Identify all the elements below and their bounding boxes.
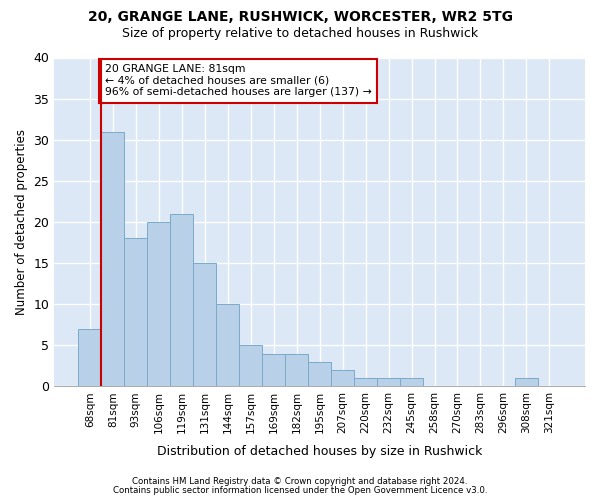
- X-axis label: Distribution of detached houses by size in Rushwick: Distribution of detached houses by size …: [157, 444, 482, 458]
- Y-axis label: Number of detached properties: Number of detached properties: [15, 129, 28, 315]
- Text: Size of property relative to detached houses in Rushwick: Size of property relative to detached ho…: [122, 28, 478, 40]
- Bar: [377, 378, 400, 386]
- Text: Contains HM Land Registry data © Crown copyright and database right 2024.: Contains HM Land Registry data © Crown c…: [132, 477, 468, 486]
- Bar: [216, 304, 239, 386]
- Bar: [331, 370, 354, 386]
- Bar: [354, 378, 377, 386]
- Bar: [101, 132, 124, 386]
- Bar: [515, 378, 538, 386]
- Bar: [262, 354, 285, 386]
- Text: 20 GRANGE LANE: 81sqm
← 4% of detached houses are smaller (6)
96% of semi-detach: 20 GRANGE LANE: 81sqm ← 4% of detached h…: [105, 64, 371, 98]
- Text: Contains public sector information licensed under the Open Government Licence v3: Contains public sector information licen…: [113, 486, 487, 495]
- Bar: [148, 222, 170, 386]
- Bar: [170, 214, 193, 386]
- Bar: [285, 354, 308, 386]
- Bar: [400, 378, 423, 386]
- Text: 20, GRANGE LANE, RUSHWICK, WORCESTER, WR2 5TG: 20, GRANGE LANE, RUSHWICK, WORCESTER, WR…: [88, 10, 512, 24]
- Bar: [239, 346, 262, 387]
- Bar: [308, 362, 331, 386]
- Bar: [124, 238, 148, 386]
- Bar: [193, 263, 216, 386]
- Bar: [79, 329, 101, 386]
